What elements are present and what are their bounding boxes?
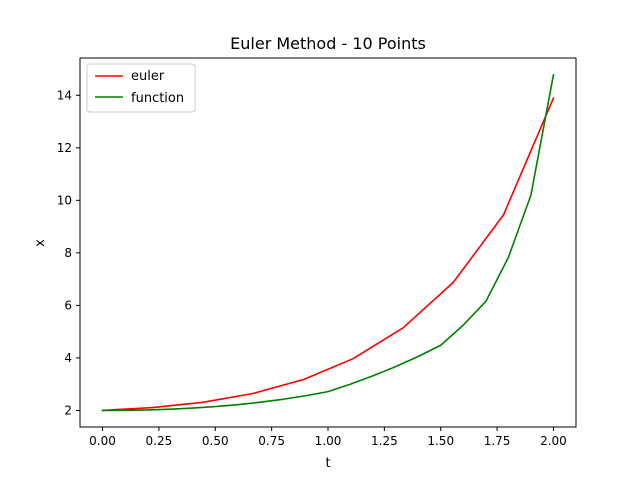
x-tick-label: 1.50 bbox=[427, 434, 454, 448]
x-tick-label: 1.75 bbox=[484, 434, 511, 448]
x-tick-label: 0.50 bbox=[202, 434, 229, 448]
x-tick-label: 0.00 bbox=[89, 434, 116, 448]
y-tick-label: 8 bbox=[64, 246, 72, 260]
axis-ticks: 0.00 0.25 0.50 0.75 1.00 1.25 1.50 1.75 2.00 2 4 6 8… bbox=[57, 88, 567, 448]
x-tick-label: 0.25 bbox=[146, 434, 173, 448]
y-tick-label: 12 bbox=[57, 141, 72, 155]
x-tick-label: 2.00 bbox=[540, 434, 567, 448]
y-tick-label: 14 bbox=[57, 88, 72, 102]
chart-title: Euler Method - 10 Points bbox=[230, 34, 426, 53]
y-axis-label: x bbox=[33, 239, 48, 247]
plot-area bbox=[101, 73, 555, 412]
y-tick-label: 2 bbox=[64, 403, 72, 417]
x-tick-label: 0.75 bbox=[258, 434, 285, 448]
series-line-function bbox=[101, 73, 555, 412]
legend: euler function bbox=[86, 63, 196, 113]
y-tick-label: 10 bbox=[57, 193, 72, 207]
y-tick-label: 6 bbox=[64, 298, 72, 312]
legend-label-euler: euler bbox=[131, 69, 165, 84]
x-axis-label: t bbox=[325, 456, 330, 471]
x-tick-label: 1.25 bbox=[371, 434, 398, 448]
x-tick-label: 1.00 bbox=[315, 434, 342, 448]
y-tick-label: 4 bbox=[64, 351, 72, 365]
legend-label-function: function bbox=[131, 91, 184, 106]
series-line-euler bbox=[101, 97, 555, 412]
